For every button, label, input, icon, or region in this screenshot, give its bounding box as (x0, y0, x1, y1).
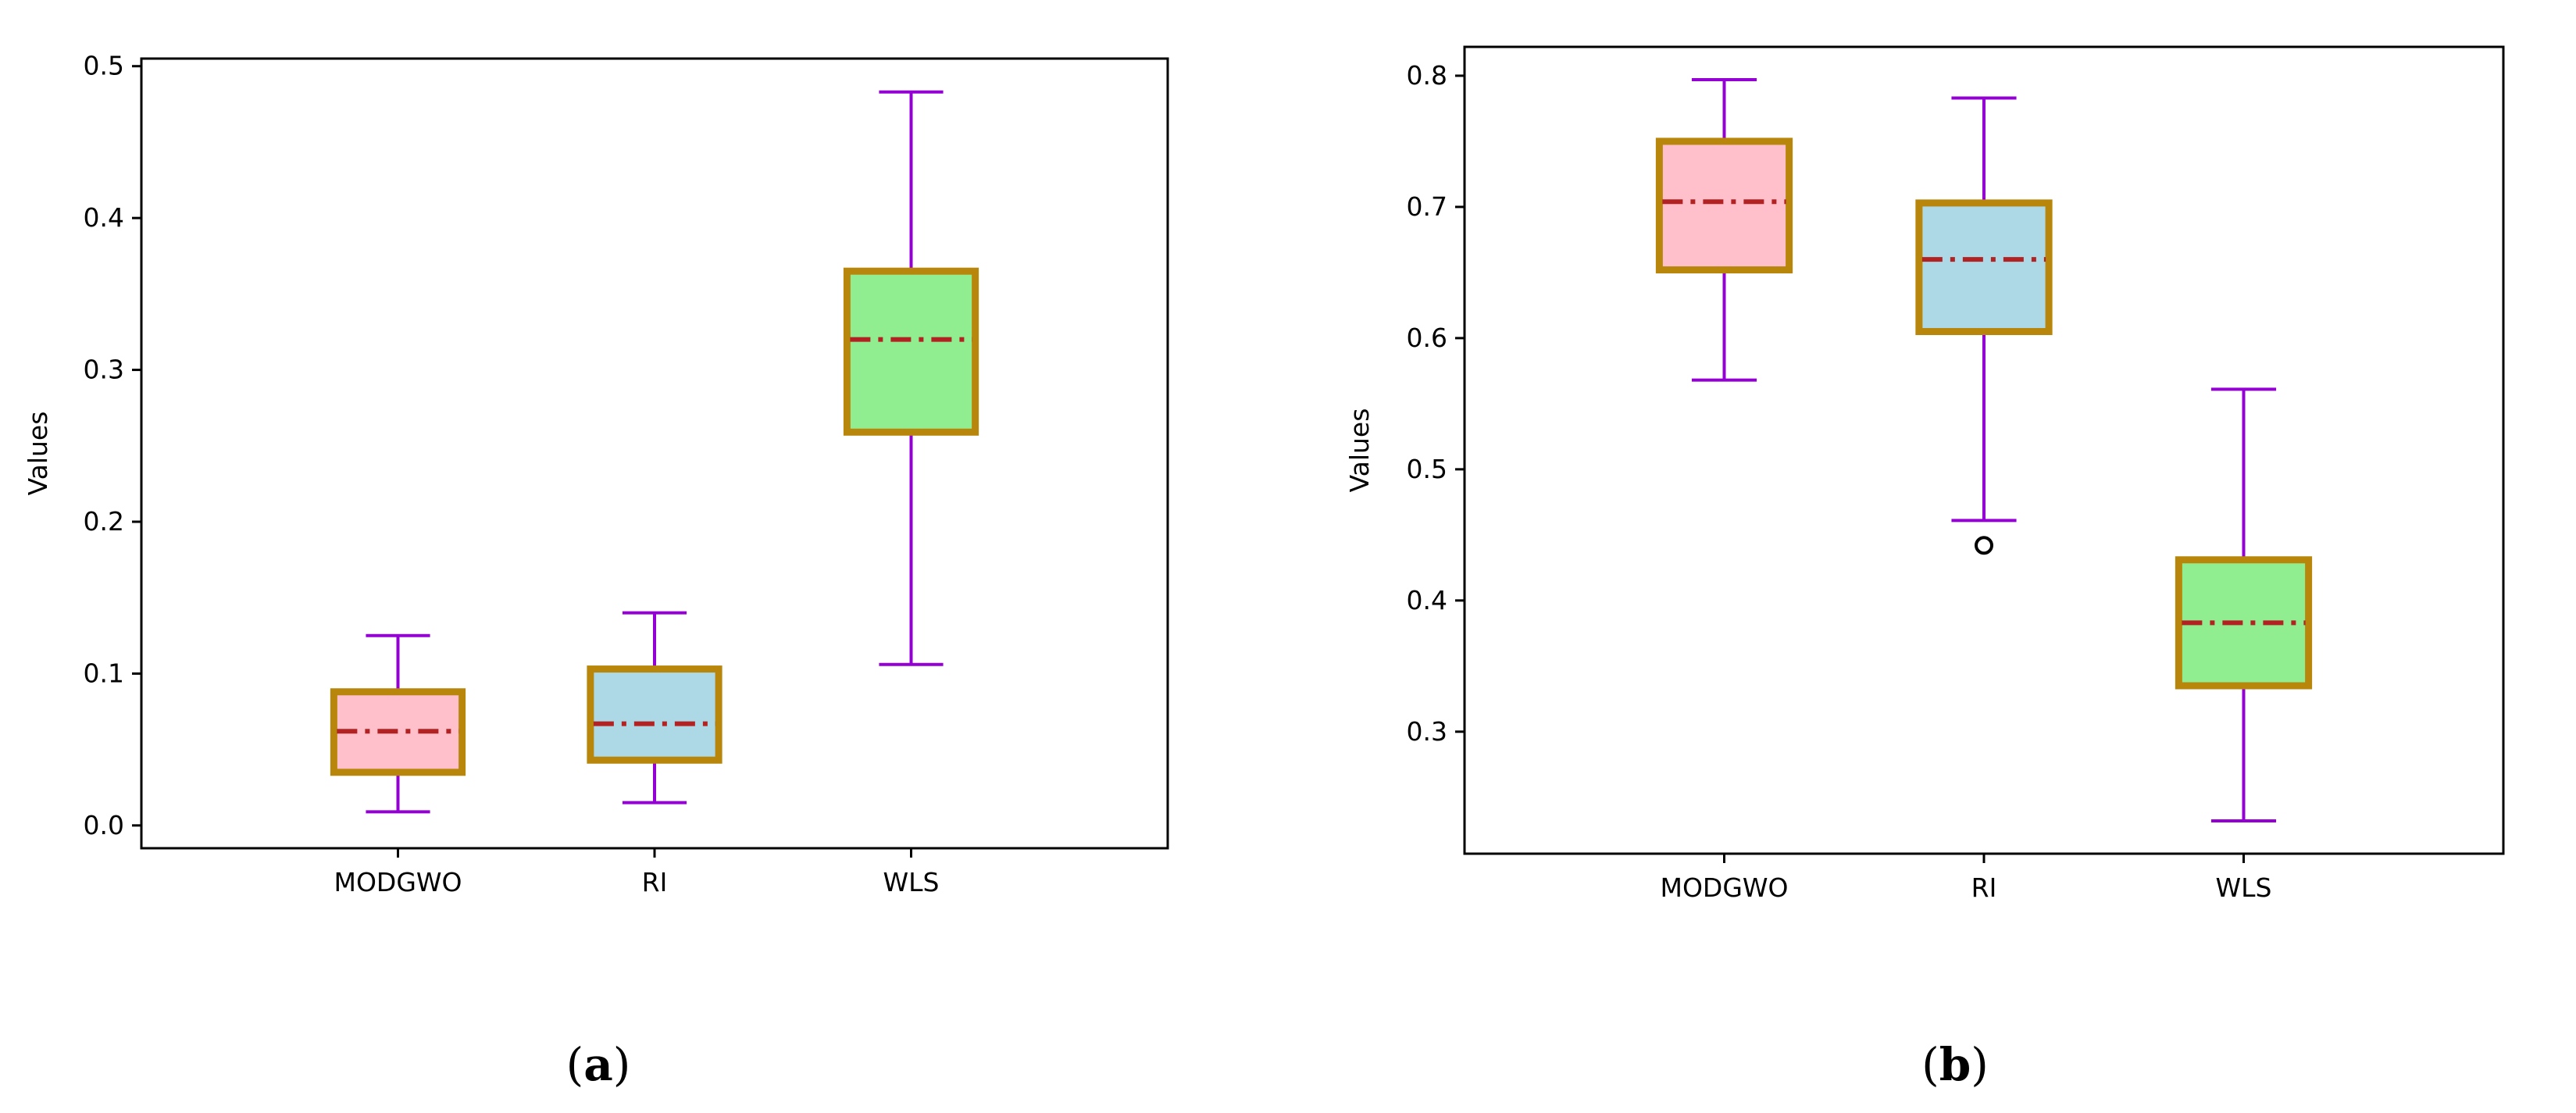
y-tick-label: 0.4 (84, 202, 124, 233)
box-ri (587, 611, 722, 804)
box-body (843, 267, 979, 436)
y-tick-label: 0.5 (1407, 454, 1447, 484)
y-tick-label: 0.8 (1407, 60, 1447, 91)
y-tick-label: 0.5 (84, 51, 124, 81)
box-body (1915, 199, 2053, 335)
y-axis-label: Values (23, 412, 53, 496)
y-tick-label: 0.0 (84, 810, 124, 840)
chart-panel-a: 0.0 0.1 0.2 0.3 0.4 0.5 MODGWO RI WLS Values (a) (23, 51, 1169, 1091)
chart-panel-b: 0.3 0.4 0.5 0.6 0.7 0.8 MODGWO RI WLS Values (b) (1344, 45, 2505, 1091)
caption-letter: a (583, 1038, 613, 1091)
x-tick-label: MODGWO (1660, 872, 1788, 903)
x-tick-label: WLS (883, 867, 940, 897)
caption-close: ) (1971, 1038, 1989, 1091)
box-modgwo (1655, 77, 1793, 382)
caption-open: ( (566, 1038, 584, 1091)
y-tick-label: 0.6 (1407, 323, 1447, 353)
caption-close: ) (613, 1038, 631, 1091)
panel-caption: (b) (1921, 1038, 1989, 1091)
box-wls (2175, 387, 2313, 823)
flier-point (1975, 536, 1993, 555)
y-tick-label: 0.4 (1407, 585, 1447, 615)
box-modgwo (330, 633, 466, 814)
box-ri (1915, 96, 2053, 555)
y-tick-label: 0.1 (84, 658, 124, 688)
panel-caption: (a) (566, 1038, 631, 1091)
caption-open: ( (1921, 1038, 1939, 1091)
y-tick-label: 0.3 (84, 355, 124, 385)
box-body (587, 665, 722, 764)
x-tick-label: RI (1971, 872, 1997, 903)
y-tick-label: 0.7 (1407, 191, 1447, 222)
x-tick-label: RI (642, 867, 668, 897)
y-axis-label: Values (1344, 408, 1375, 493)
x-tick-label: MODGWO (334, 867, 462, 897)
x-tick-label: WLS (2216, 872, 2272, 903)
caption-letter: b (1939, 1038, 1971, 1091)
box-wls (843, 90, 979, 666)
y-tick-label: 0.3 (1407, 716, 1447, 747)
y-tick-label: 0.2 (84, 506, 124, 537)
box-body (1655, 137, 1793, 274)
